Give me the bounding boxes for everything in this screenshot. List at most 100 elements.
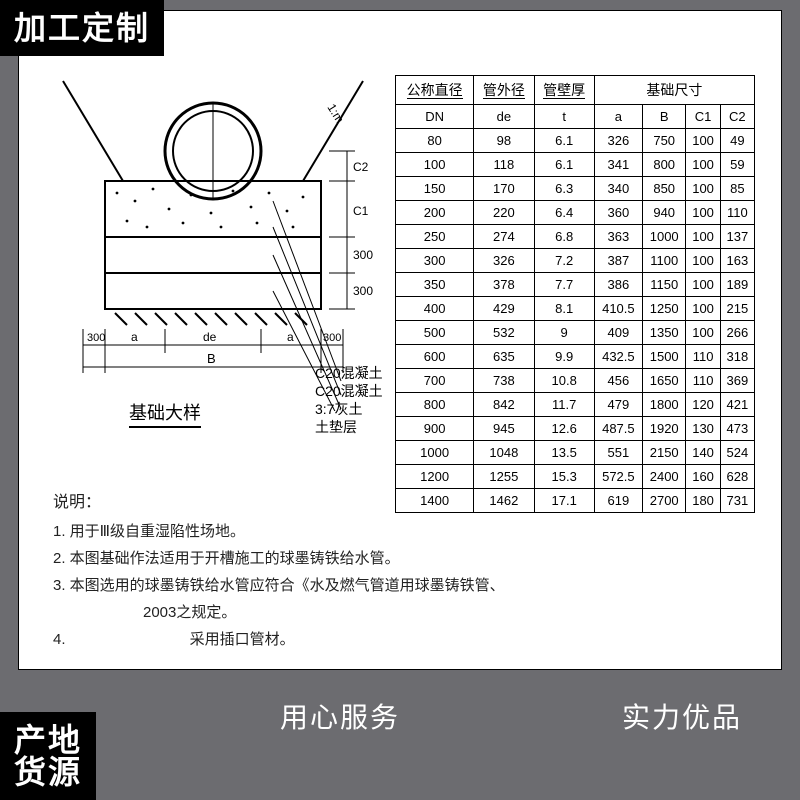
table-cell: 318 (720, 345, 754, 369)
table-cell: 6.1 (534, 129, 594, 153)
table-cell: 10.8 (534, 369, 594, 393)
phrase-left: 用心服务 (280, 696, 400, 736)
table-cell: 250 (396, 225, 474, 249)
note-line-2: 2. 本图基础作法适用于开槽施工的球墨铸铁给水管。 (53, 545, 505, 572)
diagram-svg: C2 C1 300 300 300 a de a 300 B 1:m (43, 71, 383, 411)
document-sheet: C2 C1 300 300 300 a de a 300 B 1:m (18, 10, 782, 670)
table-cell: 1000 (396, 441, 474, 465)
table-cell: 378 (474, 273, 534, 297)
th-t: 管壁厚 (543, 82, 585, 99)
table-row: 70073810.84561650110369 (396, 369, 755, 393)
table-cell: 800 (396, 393, 474, 417)
table-cell: 1048 (474, 441, 534, 465)
sh-b: B (642, 105, 686, 129)
dim-de: de (203, 330, 217, 344)
table-cell: 940 (642, 201, 686, 225)
table-cell: 600 (396, 345, 474, 369)
dim-a-l: a (131, 330, 138, 344)
table-cell: 500 (396, 321, 474, 345)
table-cell: 160 (686, 465, 720, 489)
watermark-top: 加工定制 (0, 0, 164, 56)
table-cell: 100 (686, 249, 720, 273)
dim-slope: 1:m (324, 101, 346, 125)
table-cell: 6.3 (534, 177, 594, 201)
table-row: 80986.132675010049 (396, 129, 755, 153)
table-cell: 731 (720, 489, 754, 513)
table-cell: 17.1 (534, 489, 594, 513)
dim-300a: 300 (353, 248, 373, 262)
table-cell: 487.5 (594, 417, 642, 441)
table-row: 1200125515.3572.52400160628 (396, 465, 755, 489)
table-cell: 1800 (642, 393, 686, 417)
table-cell: 100 (686, 153, 720, 177)
table-cell: 9 (534, 321, 594, 345)
table-cell: 137 (720, 225, 754, 249)
table-cell: 800 (642, 153, 686, 177)
table-cell: 700 (396, 369, 474, 393)
sh-dn: DN (396, 105, 474, 129)
table-cell: 150 (396, 177, 474, 201)
table-cell: 6.8 (534, 225, 594, 249)
table-cell: 1255 (474, 465, 534, 489)
table-cell: 409 (594, 321, 642, 345)
table-row: 50053294091350100266 (396, 321, 755, 345)
foundation-diagram: C2 C1 300 300 300 a de a 300 B 1:m (43, 71, 383, 411)
table-cell: 100 (686, 177, 720, 201)
table-cell: 432.5 (594, 345, 642, 369)
table-cell: 400 (396, 297, 474, 321)
table-cell: 326 (474, 249, 534, 273)
table-cell: 387 (594, 249, 642, 273)
table-cell: 59 (720, 153, 754, 177)
th-found: 基础尺寸 (594, 76, 754, 105)
table-cell: 945 (474, 417, 534, 441)
table-cell: 189 (720, 273, 754, 297)
table-cell: 2700 (642, 489, 686, 513)
table-cell: 100 (686, 129, 720, 153)
note-line-1: 1. 用于Ⅲ级自重湿陷性场地。 (53, 518, 505, 545)
table-cell: 6.4 (534, 201, 594, 225)
table-row: 2002206.4360940100110 (396, 201, 755, 225)
table-body: 80986.1326750100491001186.13418001005915… (396, 129, 755, 513)
table-row: 4004298.1410.51250100215 (396, 297, 755, 321)
table-row: 2502746.83631000100137 (396, 225, 755, 249)
table-cell: 1500 (642, 345, 686, 369)
table-cell: 750 (642, 129, 686, 153)
table-cell: 738 (474, 369, 534, 393)
table-row: 90094512.6487.51920130473 (396, 417, 755, 441)
svg-text:300: 300 (87, 332, 105, 344)
table-cell: 1000 (642, 225, 686, 249)
table-cell: 635 (474, 345, 534, 369)
table-cell: 12.6 (534, 417, 594, 441)
table-cell: 1250 (642, 297, 686, 321)
table-header-group-row: 公称直径 管外径 管壁厚 基础尺寸 (396, 76, 755, 105)
table-cell: 340 (594, 177, 642, 201)
table-cell: 180 (686, 489, 720, 513)
table-cell: 628 (720, 465, 754, 489)
table-cell: 429 (474, 297, 534, 321)
table-cell: 842 (474, 393, 534, 417)
table-cell: 15.3 (534, 465, 594, 489)
table-cell: 532 (474, 321, 534, 345)
table-cell: 1150 (642, 273, 686, 297)
sh-c2: C2 (720, 105, 754, 129)
note-line-5: 4. 采用插口管材。 (53, 626, 505, 653)
table-cell: 170 (474, 177, 534, 201)
table-cell: 11.7 (534, 393, 594, 417)
table-cell: 100 (686, 297, 720, 321)
table-cell: 900 (396, 417, 474, 441)
table-cell: 274 (474, 225, 534, 249)
sh-t: t (534, 105, 594, 129)
table-cell: 473 (720, 417, 754, 441)
table-cell: 363 (594, 225, 642, 249)
phrase-right: 实力优品 (622, 696, 742, 736)
table-cell: 100 (686, 321, 720, 345)
table-row: 1000104813.55512150140524 (396, 441, 755, 465)
table-header-sub-row: DN de t a B C1 C2 (396, 105, 755, 129)
table-cell: 1650 (642, 369, 686, 393)
table-row: 3003267.23871100100163 (396, 249, 755, 273)
table-cell: 479 (594, 393, 642, 417)
table-cell: 6.1 (534, 153, 594, 177)
table-cell: 350 (396, 273, 474, 297)
notes-block: 说明： 1. 用于Ⅲ级自重湿陷性场地。 2. 本图基础作法适用于开槽施工的球墨铸… (53, 489, 505, 653)
table-cell: 140 (686, 441, 720, 465)
